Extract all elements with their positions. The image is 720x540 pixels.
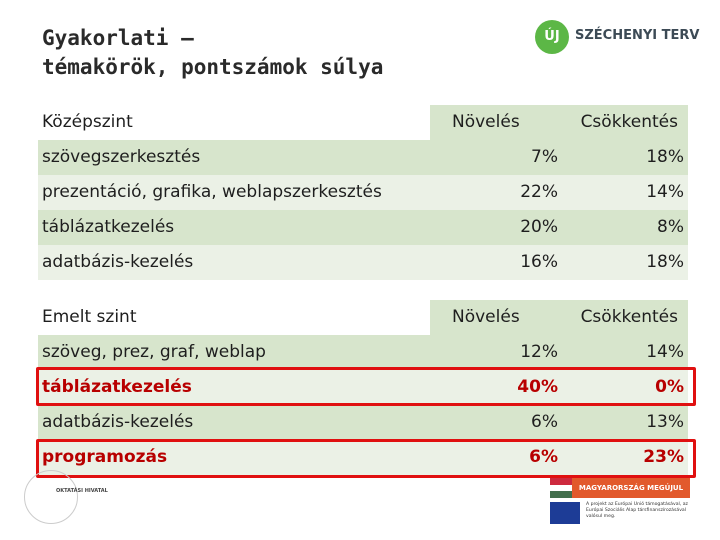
cell: programozás [42,447,168,467]
cell: 13% [646,412,684,432]
cell: táblázatkezelés [42,217,175,237]
left-logo [24,470,78,524]
banner: MAGYARORSZÁG MEGÚJUL [572,478,690,498]
header-row: Középszint Növelés Csökkentés [38,105,688,140]
table-row: adatbázis-kezelés 16% 18% [38,245,688,280]
header-cell: Csökkentés [580,112,678,132]
cell: 0% [655,377,684,397]
cell: adatbázis-kezelés [42,252,194,272]
header-cell: Csökkentés [580,307,678,327]
title: Gyakorlati – témakörök, pontszámok súlya [42,24,383,82]
cell: 18% [646,147,684,167]
cell: 14% [646,342,684,362]
cell: 8% [657,217,684,237]
eu-text: A projekt az Európai Unió támogatásával,… [586,502,688,519]
header-cell: Emelt szint [42,307,137,327]
header-cell: Növelés [452,112,520,132]
table-row: adatbázis-kezelés 6% 13% [38,405,688,440]
table-row: prezentáció, grafika, weblapszerkesztés 2… [38,175,688,210]
table: Emelt szint Növelés Csökkentés szöveg, prez… [38,300,688,475]
eu-flag [550,502,580,524]
cell: 7% [531,147,558,167]
table-row: szöveg, prez, graf, weblap 12% 14% [38,335,688,370]
cell: szöveg, prez, graf, weblap [42,342,266,362]
header-cell: Növelés [452,307,520,327]
title-line: Gyakorlati – [42,26,194,50]
table-row: programozás 6% 23% [38,440,688,475]
cell: prezentáció, grafika, weblapszerkesztés [42,182,382,202]
logo-text: SZÉCHENYI TERV [575,28,700,43]
header-row: Emelt szint Növelés Csökkentés [38,300,688,335]
cell: 12% [520,342,558,362]
cell: szövegszerkesztés [42,147,201,167]
highlight-box [36,367,696,406]
cell: táblázatkezelés [42,377,192,397]
header-band [430,300,688,335]
cell: 6% [529,447,558,467]
cell: 22% [520,182,558,202]
table-row: szövegszerkesztés 7% 18% [38,140,688,175]
table: Középszint Növelés Csökkentés szövegszerkes… [38,105,688,280]
logo: ÚJ SZÉCHENYI TERV [535,20,699,60]
highlight-box [36,439,696,478]
cell: 18% [646,252,684,272]
header-cell: Középszint [42,112,133,132]
table-row: táblázatkezelés 40% 0% [38,370,688,405]
cell: 20% [520,217,558,237]
cell: 14% [646,182,684,202]
cell: 16% [520,252,558,272]
left-logo-text: OKTATÁSI HIVATAL [56,488,108,494]
cell: 40% [517,377,558,397]
cell: adatbázis-kezelés [42,412,194,432]
title-line: témakörök, pontszámok súlya [42,55,384,79]
header-band [430,105,688,140]
table-row: táblázatkezelés 20% 8% [38,210,688,245]
flag [550,478,572,498]
logo-badge: ÚJ [535,20,569,54]
cell: 23% [643,447,684,467]
cell: 6% [531,412,558,432]
